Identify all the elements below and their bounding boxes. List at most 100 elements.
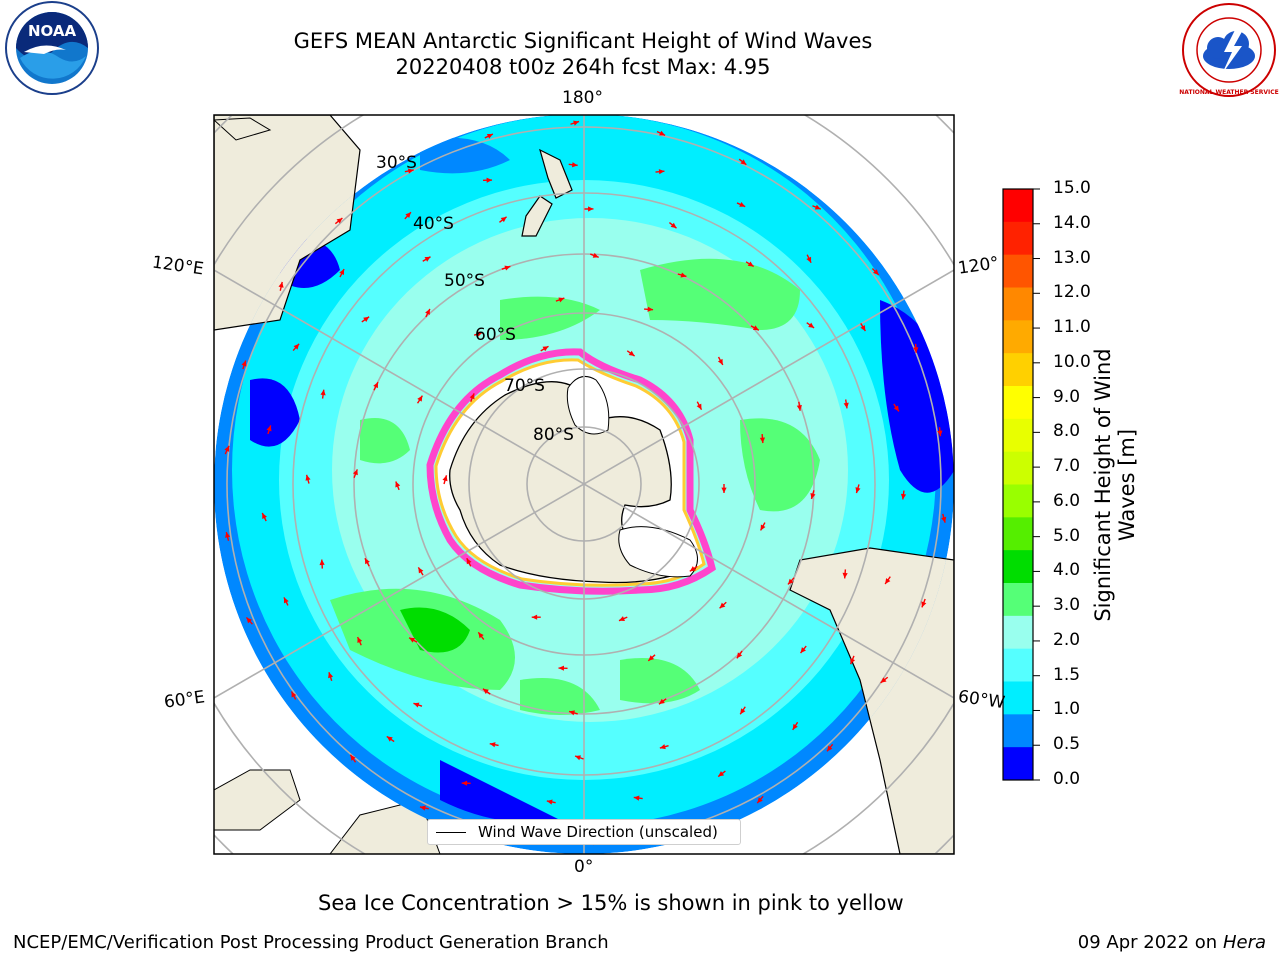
lat-label-60s: 60°S: [475, 325, 516, 345]
wave-arrow-head: [800, 647, 806, 654]
colorbar-tick-label: 0.0: [1053, 769, 1081, 789]
wave-arrow-head: [571, 162, 578, 168]
colorbar-tick-label: 7.0: [1053, 456, 1081, 477]
wave-arrow-head: [760, 524, 766, 531]
lat-label-70s: 70°S: [504, 376, 545, 396]
colorbar-swatch: [1003, 681, 1033, 715]
wave-arrow-head: [478, 632, 484, 639]
wave-arrow-head: [873, 269, 879, 275]
colorbar-tick-label: 3.0: [1053, 595, 1081, 616]
wave-arrow-head: [442, 475, 448, 482]
wave-arrow-head: [542, 346, 549, 352]
wave-arrow-head: [855, 487, 861, 494]
wave-arrow-head: [293, 343, 300, 350]
wave-arrow-head: [740, 159, 747, 165]
wave-arrow-head: [806, 256, 812, 263]
footer-date-text: 09 Apr 2022 on: [1077, 932, 1223, 953]
wave-arrow-head: [921, 601, 927, 608]
wave-arrow-head: [278, 281, 284, 288]
wave-arrow-head: [719, 602, 726, 609]
wave-arrow-head: [717, 358, 723, 365]
wave-arrow-head: [689, 566, 696, 572]
wave-arrow-head: [413, 702, 420, 708]
wave-arrow-head: [810, 493, 816, 499]
wave-arrow-head: [350, 754, 356, 761]
wave-arrow-head: [658, 169, 665, 175]
wave-arrow-head: [696, 403, 702, 410]
footer-system: Hera: [1222, 932, 1266, 953]
wave-arrow-head: [843, 402, 849, 409]
wave-arrow-head: [225, 532, 231, 538]
colorbar-swatch: [1003, 583, 1033, 617]
colorbar-tick-label: 9.0: [1053, 386, 1081, 407]
wave-arrow-head: [417, 395, 423, 402]
wave-arrow-head: [808, 322, 815, 328]
wave-arrow-head: [633, 795, 640, 801]
wave-arrow-head: [476, 331, 483, 337]
wave-arrow-head: [500, 216, 507, 223]
wave-arrow-head: [573, 120, 580, 126]
wave-arrow-head: [740, 708, 746, 715]
colorbar-swatch: [1003, 747, 1033, 781]
wave-arrow-head: [826, 745, 833, 752]
lat-label-40s: 40°S: [413, 214, 454, 234]
wave-arrow-head: [659, 130, 666, 136]
wave-arrow-head: [792, 723, 798, 730]
colorbar-tick-label: 6.0: [1053, 490, 1081, 511]
wave-arrow-head: [860, 325, 866, 332]
wave-arrow-head: [736, 652, 743, 659]
lat-label-50s: 50°S: [444, 271, 485, 291]
colorbar-tick-label: 12.0: [1053, 282, 1091, 303]
lat-label-30s: 30°S: [376, 153, 417, 173]
wave-arrow-head: [558, 665, 564, 671]
wave-arrow-head: [759, 437, 766, 444]
wave-arrow-head: [670, 222, 677, 229]
sea-ice-note: Sea Ice Concentration > 15% is shown in …: [318, 891, 904, 915]
colorbar-swatch: [1003, 714, 1033, 748]
colorbar-label: Significant Height of Wind Waves [m]: [1091, 348, 1139, 622]
colorbar-tick-label: 8.0: [1053, 421, 1081, 442]
wave-arrow-head: [618, 616, 625, 621]
wave-arrow-head: [339, 269, 345, 276]
wave-arrow-head: [419, 805, 426, 811]
wave-arrow-head: [659, 744, 666, 750]
wave-arrow-head: [224, 445, 230, 452]
svg-text:NATIONAL WEATHER SERVICE: NATIONAL WEATHER SERVICE: [1179, 89, 1278, 96]
svg-text:NOAA: NOAA: [28, 22, 77, 40]
colorbar-swatch: [1003, 648, 1033, 682]
colorbar-swatch: [1003, 353, 1033, 387]
colorbar-swatch: [1003, 287, 1033, 321]
colorbar-frame: [1002, 188, 1034, 781]
wave-arrow-head: [305, 474, 311, 481]
noaa-logo-icon: NOAA: [5, 1, 99, 95]
wave-arrow-head: [357, 637, 363, 644]
wave-arrow-head: [842, 572, 848, 579]
wave-arrow-head: [336, 218, 343, 224]
wave-arrow-head: [504, 265, 511, 271]
colorbar-tick-label: 1.5: [1053, 664, 1081, 685]
wave-arrow-head: [752, 325, 759, 331]
colorbar-tick-label: 2.0: [1053, 629, 1081, 650]
lon-label-0: 0°: [574, 857, 594, 877]
wave-arrow-head: [937, 430, 943, 437]
wave-arrow-head: [913, 347, 919, 353]
wave-arrow-head: [328, 672, 334, 679]
chart-title: GEFS MEAN Antarctic Significant Height o…: [293, 29, 873, 53]
wind-wave-arrows: [224, 120, 947, 846]
legend-line-swatch: [436, 832, 466, 833]
wave-arrow-head: [283, 597, 289, 604]
chart-subtitle: 20220408 t00z 264h fcst Max: 4.95: [395, 55, 771, 79]
wave-arrow-head: [482, 688, 489, 695]
colorbar-swatch: [1003, 615, 1033, 650]
lon-label-180: 180°: [562, 88, 603, 108]
footer-credit: NCEP/EMC/Verification Post Processing Pr…: [13, 932, 609, 953]
wave-arrow-head: [531, 614, 538, 620]
wave-arrow-head: [407, 168, 414, 174]
wave-arrow-head: [941, 516, 947, 523]
colorbar-tick-label: 11.0: [1053, 317, 1091, 338]
wave-arrow-head: [425, 308, 430, 315]
wave-arrow-head: [718, 771, 725, 777]
wave-arrow-head: [588, 206, 594, 212]
wave-arrow-head: [262, 512, 267, 519]
wave-arrow-head: [546, 799, 553, 805]
